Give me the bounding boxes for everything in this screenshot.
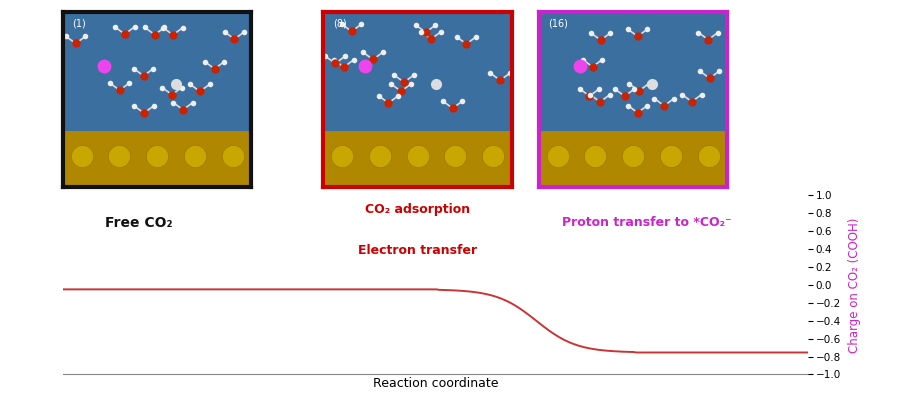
Text: (1): (1) bbox=[72, 18, 86, 28]
Y-axis label: Charge on CO₂ (COOH): Charge on CO₂ (COOH) bbox=[848, 217, 861, 352]
Text: (16): (16) bbox=[548, 18, 568, 28]
Text: CO₂ adsorption: CO₂ adsorption bbox=[365, 204, 471, 217]
Text: (8): (8) bbox=[332, 18, 347, 28]
Text: Proton transfer to *CO₂⁻: Proton transfer to *CO₂⁻ bbox=[562, 216, 731, 229]
Text: Electron transfer: Electron transfer bbox=[358, 244, 477, 257]
X-axis label: Reaction coordinate: Reaction coordinate bbox=[373, 377, 498, 390]
Text: Free CO₂: Free CO₂ bbox=[105, 216, 173, 230]
